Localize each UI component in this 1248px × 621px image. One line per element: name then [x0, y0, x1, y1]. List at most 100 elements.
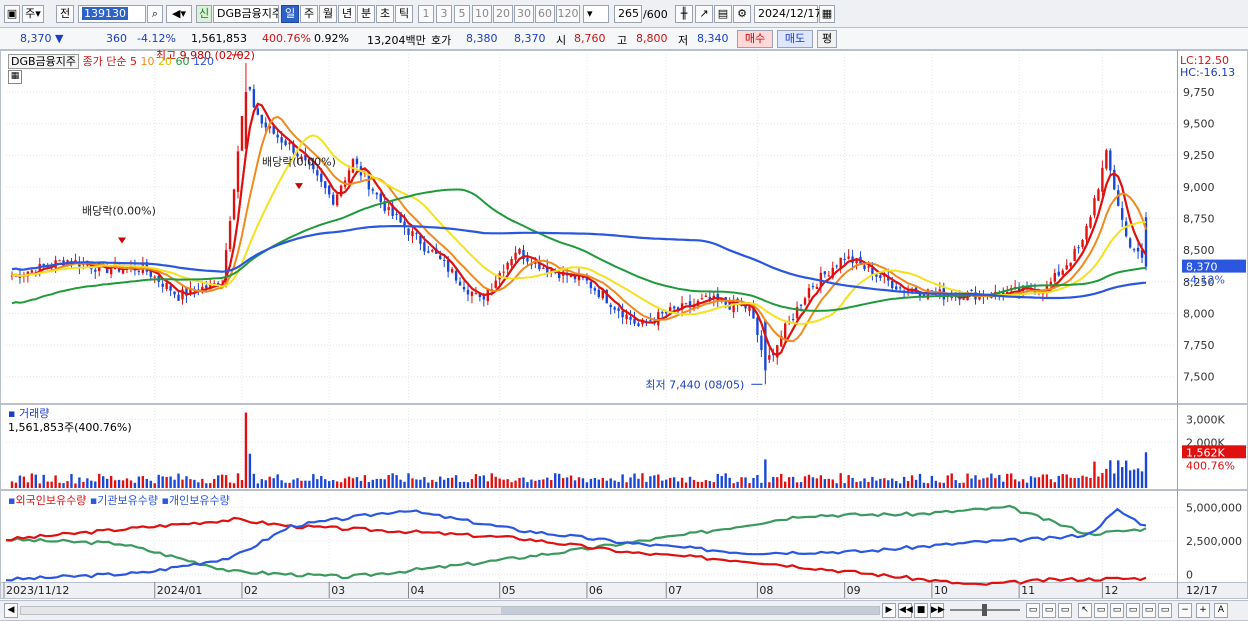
current-price-value: 8,370 [20, 32, 52, 45]
volume-bar [66, 481, 69, 488]
minute-option-1[interactable]: 1 [418, 5, 434, 23]
volume-bar [236, 473, 240, 488]
volume-bar [331, 480, 335, 488]
holder-tick-label: 0 [1186, 568, 1193, 581]
new-badge[interactable]: 신 [196, 5, 212, 23]
volume-bar [776, 477, 779, 488]
candle-body [970, 289, 973, 291]
scroll-right-icon[interactable]: ▶ [882, 603, 896, 618]
prev-button[interactable]: 전 [56, 5, 74, 23]
volume-bar [121, 480, 125, 488]
candle-body [244, 91, 248, 149]
zoom-slider-thumb[interactable] [982, 604, 987, 616]
candle-body [256, 108, 260, 115]
volume-bar [363, 475, 367, 488]
minute-option-10[interactable]: 10 [472, 5, 492, 23]
volume-bar [264, 480, 267, 488]
minute-option-3[interactable]: 3 [436, 5, 452, 23]
minute-option-120[interactable]: 120 [556, 5, 580, 23]
minute-option-5[interactable]: 5 [454, 5, 470, 23]
minute-option-20[interactable]: 20 [493, 5, 513, 23]
candle-body [554, 271, 557, 273]
period-tab-day[interactable]: 일 [281, 5, 299, 23]
candle-body [236, 151, 240, 192]
volume-bar [347, 476, 351, 488]
volume-bar [454, 475, 458, 488]
period-tab-year[interactable]: 년 [338, 5, 356, 23]
period-tab-minute[interactable]: 분 [357, 5, 375, 23]
candle-body [538, 261, 541, 270]
draw-icon-2[interactable]: ▭ [1094, 603, 1108, 618]
scroll-thumb[interactable] [501, 607, 879, 614]
rewind-icon[interactable]: ◀◀ [898, 603, 913, 618]
volume-bar [70, 474, 73, 488]
volume-bar [109, 475, 113, 488]
candle-icon[interactable]: ╫ [675, 5, 693, 23]
volume-bar [676, 481, 680, 488]
volume-bar [986, 477, 989, 488]
layout-icon-1[interactable]: ▭ [1026, 603, 1040, 618]
save-icon[interactable]: ▤ [714, 5, 732, 23]
zoom-out-icon[interactable]: − [1178, 603, 1192, 618]
date-input[interactable]: 2024/12/17 [754, 5, 821, 23]
calendar-icon[interactable]: ▦ [819, 5, 835, 23]
candle-body [871, 267, 874, 276]
candle-body [847, 256, 850, 259]
candle-body [149, 269, 152, 277]
stock-code-input[interactable]: 139130 [78, 5, 146, 23]
volume-bar [419, 479, 422, 488]
gear-icon[interactable]: ⚙ [733, 5, 751, 23]
forward-icon[interactable]: ▶▶ [930, 603, 945, 618]
candle-body [462, 286, 466, 290]
stock-chart[interactable]: 7,500 7,750 8,000 8,250 8,500 8,750 9,000 9,250… [0, 50, 1248, 600]
volume-bar [304, 480, 307, 488]
draw-icon-4[interactable]: ▭ [1126, 603, 1140, 618]
table-icon[interactable]: ▦ [8, 70, 22, 84]
draw-line-icon[interactable]: ↖ [1078, 603, 1092, 618]
minute-option-60[interactable]: 60 [535, 5, 555, 23]
eval-button[interactable]: 평 [817, 30, 837, 48]
period-tab-second[interactable]: 초 [376, 5, 394, 23]
sound-icon[interactable]: ◀▾ [166, 5, 192, 23]
sell-button[interactable]: 매도 [777, 30, 813, 48]
zoom-in-icon[interactable]: + [1196, 603, 1210, 618]
period-tab-tick[interactable]: 틱 [395, 5, 413, 23]
candle-body [621, 310, 624, 318]
stop-icon[interactable]: ■ [914, 603, 928, 618]
draw-icon-6[interactable]: ▭ [1158, 603, 1172, 618]
legend-stock-name[interactable]: DGB금융지주 [8, 54, 80, 69]
scroll-track[interactable] [20, 606, 880, 615]
chart-type-icon[interactable]: ▣ [4, 5, 20, 23]
volume-bar [1128, 470, 1132, 488]
candle-body [799, 304, 803, 306]
minute-option-30[interactable]: 30 [514, 5, 534, 23]
volume-bar [98, 473, 101, 488]
minute-custom-dropdown[interactable]: ▾ [583, 5, 609, 23]
layout-icon-3[interactable]: ▭ [1058, 603, 1072, 618]
period-tab-month[interactable]: 월 [319, 5, 337, 23]
volume-bar [665, 479, 668, 488]
layout-icon-2[interactable]: ▭ [1042, 603, 1056, 618]
volume-bar [1113, 473, 1116, 488]
period-tab-week[interactable]: 주 [300, 5, 318, 23]
volume-bar [431, 479, 434, 488]
stock-name-field[interactable]: DGB금융지주 [213, 5, 279, 23]
candle-body [875, 274, 878, 277]
candle-body [300, 156, 303, 160]
volume-bar [835, 483, 838, 488]
volume-bar [177, 473, 180, 488]
count-input[interactable]: 265 [614, 5, 642, 23]
period-type-dropdown[interactable]: 주▾ [22, 5, 44, 23]
draw-icon-5[interactable]: ▭ [1142, 603, 1156, 618]
candle-body [328, 185, 331, 195]
open-label: 시 [556, 34, 567, 47]
volume-bar [466, 482, 470, 488]
trend-icon[interactable]: ↗ [695, 5, 713, 23]
font-size-icon[interactable]: A [1214, 603, 1228, 618]
volume-bar [768, 482, 771, 488]
buy-button[interactable]: 매수 [737, 30, 773, 48]
scroll-left-icon[interactable]: ◀ [4, 603, 18, 618]
volume-bar [423, 477, 426, 488]
search-icon[interactable]: ⌕ [147, 5, 163, 23]
draw-icon-3[interactable]: ▭ [1110, 603, 1124, 618]
